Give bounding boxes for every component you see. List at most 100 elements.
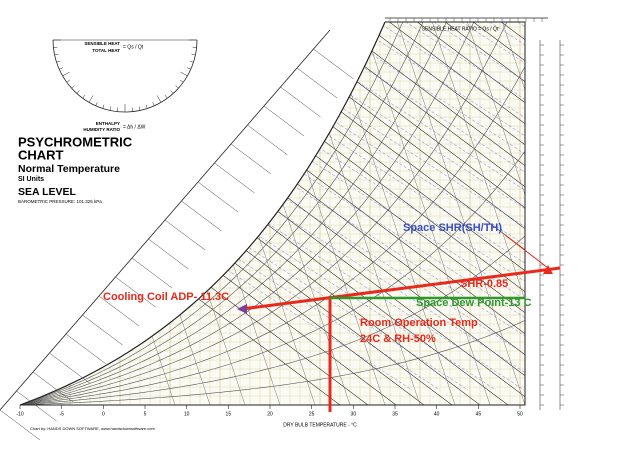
rh-curve: [20, 22, 525, 405]
protractor-tick: [109, 106, 112, 111]
enthalpy-scale-line: [164, 219, 206, 251]
credit: Chart by: HANDS DOWN SOFTWARE, www.hands…: [30, 426, 155, 431]
protractor-tick: [88, 95, 94, 103]
rh-curve: [20, 320, 525, 405]
x-tick-label: 35: [392, 411, 398, 417]
protractor-tick: [82, 94, 86, 99]
enthalpy-line: [415, 22, 525, 405]
enthalpy-line: [359, 22, 525, 405]
title: PSYCHROMETRIC: [18, 134, 133, 149]
enthalpy-scale-line: [230, 143, 272, 175]
annotation: Space Dew Point-13 C: [416, 297, 532, 309]
enthalpy-scale-line: [247, 124, 288, 156]
rh-curve: [20, 22, 525, 405]
rh-curve: [20, 22, 525, 405]
enthalpy-scale-line: [148, 238, 189, 270]
title: CHART: [18, 147, 64, 162]
protractor-tick: [102, 104, 105, 109]
protractor-label: = Δh / ΔW: [123, 124, 146, 130]
x-tick-label: 20: [267, 411, 273, 417]
volume-line: [494, 22, 525, 405]
enthalpy-line: [303, 22, 525, 405]
x-tick-label: 30: [351, 411, 357, 417]
wet-bulb-line: [203, 22, 525, 391]
protractor-tick: [71, 85, 75, 89]
enthalpy-scale-line: [313, 48, 354, 80]
protractor-tick: [54, 53, 59, 56]
protractor-tick: [156, 95, 162, 103]
protractor-tick: [152, 102, 155, 106]
annotation: SHR-0.85: [460, 278, 508, 290]
x-tick-label: 50: [517, 411, 523, 417]
wet-bulb-line: [91, 22, 525, 391]
units: SI Units: [18, 176, 44, 183]
protractor-tick: [56, 60, 61, 63]
adp-marker: [237, 304, 247, 314]
enthalpy-scale-line: [98, 295, 140, 327]
protractor-tick: [180, 71, 188, 77]
enthalpy-scale-line: [82, 314, 123, 346]
top-axis-label: SENSIBLE HEAT RATIO = Qs / Qt: [422, 26, 499, 32]
shr-marker: [543, 265, 553, 274]
enthalpy-line: [275, 22, 525, 405]
protractor-tick: [138, 106, 141, 111]
enthalpy-scale-line: [197, 181, 239, 213]
enthalpy-scale-line: [16, 390, 57, 422]
wet-bulb-line: [175, 22, 525, 391]
wet-bulb-line: [63, 22, 525, 391]
x-tick-label: 40: [434, 411, 440, 417]
chart-area: [20, 22, 525, 405]
x-tick-label: 0: [102, 411, 105, 417]
x-tick-label: 25: [309, 411, 315, 417]
enthalpy-scale-line: [263, 105, 305, 137]
volume-line: [424, 22, 525, 405]
axes-frame: [20, 21, 526, 406]
enthalpy-line: [387, 22, 525, 405]
protractor-tick: [66, 79, 71, 83]
volume-line: [354, 22, 506, 405]
x-tick-label: -5: [59, 411, 64, 417]
enthalpy-scale-line: [131, 257, 173, 289]
x-tick-label: 45: [476, 411, 482, 417]
volume-line: [459, 22, 525, 405]
volume-line: [389, 22, 525, 405]
enthalpy-scale-line: [0, 409, 41, 441]
rh-curve: [20, 66, 525, 405]
wet-bulb-line: [35, 22, 525, 391]
protractor-tick: [76, 90, 80, 94]
protractor-tick: [187, 67, 191, 70]
protractor-label: SENSIBLE HEAT: [84, 41, 120, 46]
x-tick-label: -10: [16, 411, 23, 417]
protractor-tick: [179, 79, 184, 83]
x-tick-label: 10: [184, 411, 190, 417]
enthalpy-scale-line: [214, 162, 255, 194]
coil-line: [241, 266, 561, 311]
protractor-label: TOTAL HEAT: [92, 48, 120, 53]
rh-curve: [20, 22, 525, 405]
protractor-tick: [170, 90, 174, 94]
subtitle: Normal Temperature: [18, 163, 120, 175]
rh-curve: [20, 151, 525, 405]
saturation-curve: [19, 21, 386, 406]
annotation: Cooling Coil ADP- 11.3C: [103, 291, 229, 303]
level: SEA LEVEL: [18, 186, 77, 198]
protractor-tick: [164, 94, 168, 99]
enthalpy-scale-line: [115, 276, 156, 308]
protractor-tick: [189, 60, 194, 63]
protractor-label: = Qs / Qt: [123, 44, 144, 50]
x-tick-label: 5: [144, 411, 147, 417]
protractor-tick: [59, 67, 63, 70]
x-tick-label: 15: [226, 411, 232, 417]
protractor-label: ENTHALPY: [96, 121, 120, 126]
enthalpy-scale-line: [32, 371, 74, 403]
pressure: BAROMETRIC PRESSURE: 101.325 kPa: [18, 199, 102, 204]
protractor-tick: [175, 85, 179, 89]
protractor-tick: [95, 102, 98, 106]
chart-frame: -10 -5 0 5 10 15 20 25 30 35 40 45 50: [0, 17, 564, 441]
enthalpy-line: [331, 22, 525, 405]
protractor-label: HUMIDITY RATIO: [83, 127, 120, 132]
enthalpy-scale-line: [181, 200, 222, 232]
shr-leader: [504, 234, 549, 269]
protractor: [52, 39, 198, 113]
enthalpy-scale-line: [296, 67, 338, 99]
